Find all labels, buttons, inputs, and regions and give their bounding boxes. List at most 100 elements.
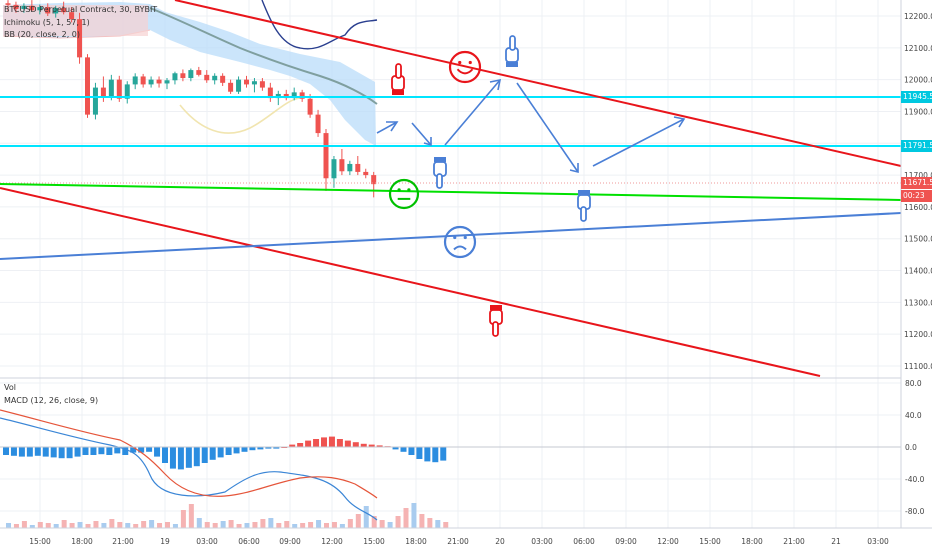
arrowhead [423,137,432,147]
macd-histogram-bar [146,447,153,452]
arrowhead [489,78,502,91]
macd-histogram-bar [416,447,423,459]
price-tick-label: 11400.0 [904,267,932,276]
macd-histogram-bar [297,443,304,447]
support-line [0,183,902,201]
sad-face-icon [443,225,477,259]
volume-bar [300,523,306,528]
time-tick-label: 06:00 [573,537,595,546]
candle-body [236,79,242,92]
time-tick-label: 21 [831,537,841,546]
volume-bar [188,504,194,528]
macd-histogram-bar [424,447,431,462]
macd-histogram-bar [432,447,439,463]
candle-body [347,163,353,172]
candle-body [172,73,178,81]
candle-body [108,79,114,98]
macd-histogram-bar [257,447,264,450]
volume-bar [204,522,210,528]
arrow-up-1 [376,121,398,134]
volume-bar [125,523,131,528]
candle-body [148,79,154,85]
time-tick-label: 19 [160,537,170,546]
macd-tick-label: -80.0 [905,507,925,516]
time-tick-label: 18:00 [71,537,93,546]
volume-bar [85,524,91,528]
candle-body [323,133,329,179]
macd-histogram-bar [352,442,359,447]
candle-body [92,87,98,115]
candle-body [371,175,377,185]
volume-bar [363,506,369,528]
candle-body [5,3,11,5]
volume-bar [21,521,27,528]
macd-histogram-bar [130,447,137,453]
macd-histogram-bar [392,447,399,450]
candle-body [212,75,218,81]
candle-body [315,114,321,134]
candle-body [299,92,305,99]
volume-bar [212,523,218,528]
volume-bar [435,520,441,528]
macd-legend: MACD (12, 26, close, 9) [4,396,99,405]
price-tick-label: 12200.0 [904,12,932,21]
candle-body [196,70,202,75]
candle-body [116,79,122,99]
macd-line [0,417,378,521]
macd-histogram-bar [58,447,65,459]
price-tick-label: 11600.0 [904,203,932,212]
hand-down-red-icon [489,305,503,337]
volume-bar [427,518,433,528]
arrow-up-2 [444,79,501,146]
candle-body [267,87,273,99]
candle-body [220,75,226,83]
candle-body [355,163,361,172]
candle-body [53,8,59,14]
macd-histogram-bar [74,447,81,457]
macd-histogram-bar [169,447,176,469]
macd-histogram-bar [66,447,73,459]
macd-histogram-bar [18,447,25,457]
time-tick-label: 21:00 [783,537,805,546]
volume-bar [29,525,35,528]
candle-body [21,5,27,9]
volume-bar [347,519,353,528]
volume-bar [268,518,274,528]
macd-histogram-bar [376,445,383,447]
arrow-up-3 [592,118,685,167]
macd-histogram-bar [138,447,145,453]
bb-upper-band [261,0,378,50]
time-tick-label: 03:00 [531,537,553,546]
macd-histogram-bar [408,447,415,455]
price-tick-label: 12100.0 [904,44,932,53]
level-tag-lower: 11791.5 [901,140,932,152]
volume-bar [371,516,377,528]
volume-bar [45,523,51,528]
volume-bar [109,519,115,528]
volume-bar [172,524,178,528]
candle-body [37,7,43,11]
volume-bar [13,524,19,528]
time-tick-label: 15:00 [29,537,51,546]
macd-histogram-bar [82,447,89,455]
macd-tick-label: -40.0 [905,475,925,484]
time-tick-label: 21:00 [112,537,134,546]
volume-bar [93,521,99,528]
candle-body [13,4,19,9]
volume-bar [339,524,345,528]
neutral-face-icon [388,178,420,210]
time-tick-label: 15:00 [363,537,385,546]
volume-bar [395,516,401,528]
arrow-down-2 [516,82,579,173]
hand-up-blue-icon [505,35,519,67]
symbol-title: BTCUSD Perpetual Contract, 30, BYBIT [4,5,158,14]
macd-histogram-bar [193,447,200,467]
candle-body [164,80,170,84]
volume-bar [180,510,186,528]
moving-average-line [149,7,378,105]
last-price-tag: 11671.5 [901,177,932,189]
time-tick-label: 09:00 [279,537,301,546]
candle-body [77,19,83,58]
